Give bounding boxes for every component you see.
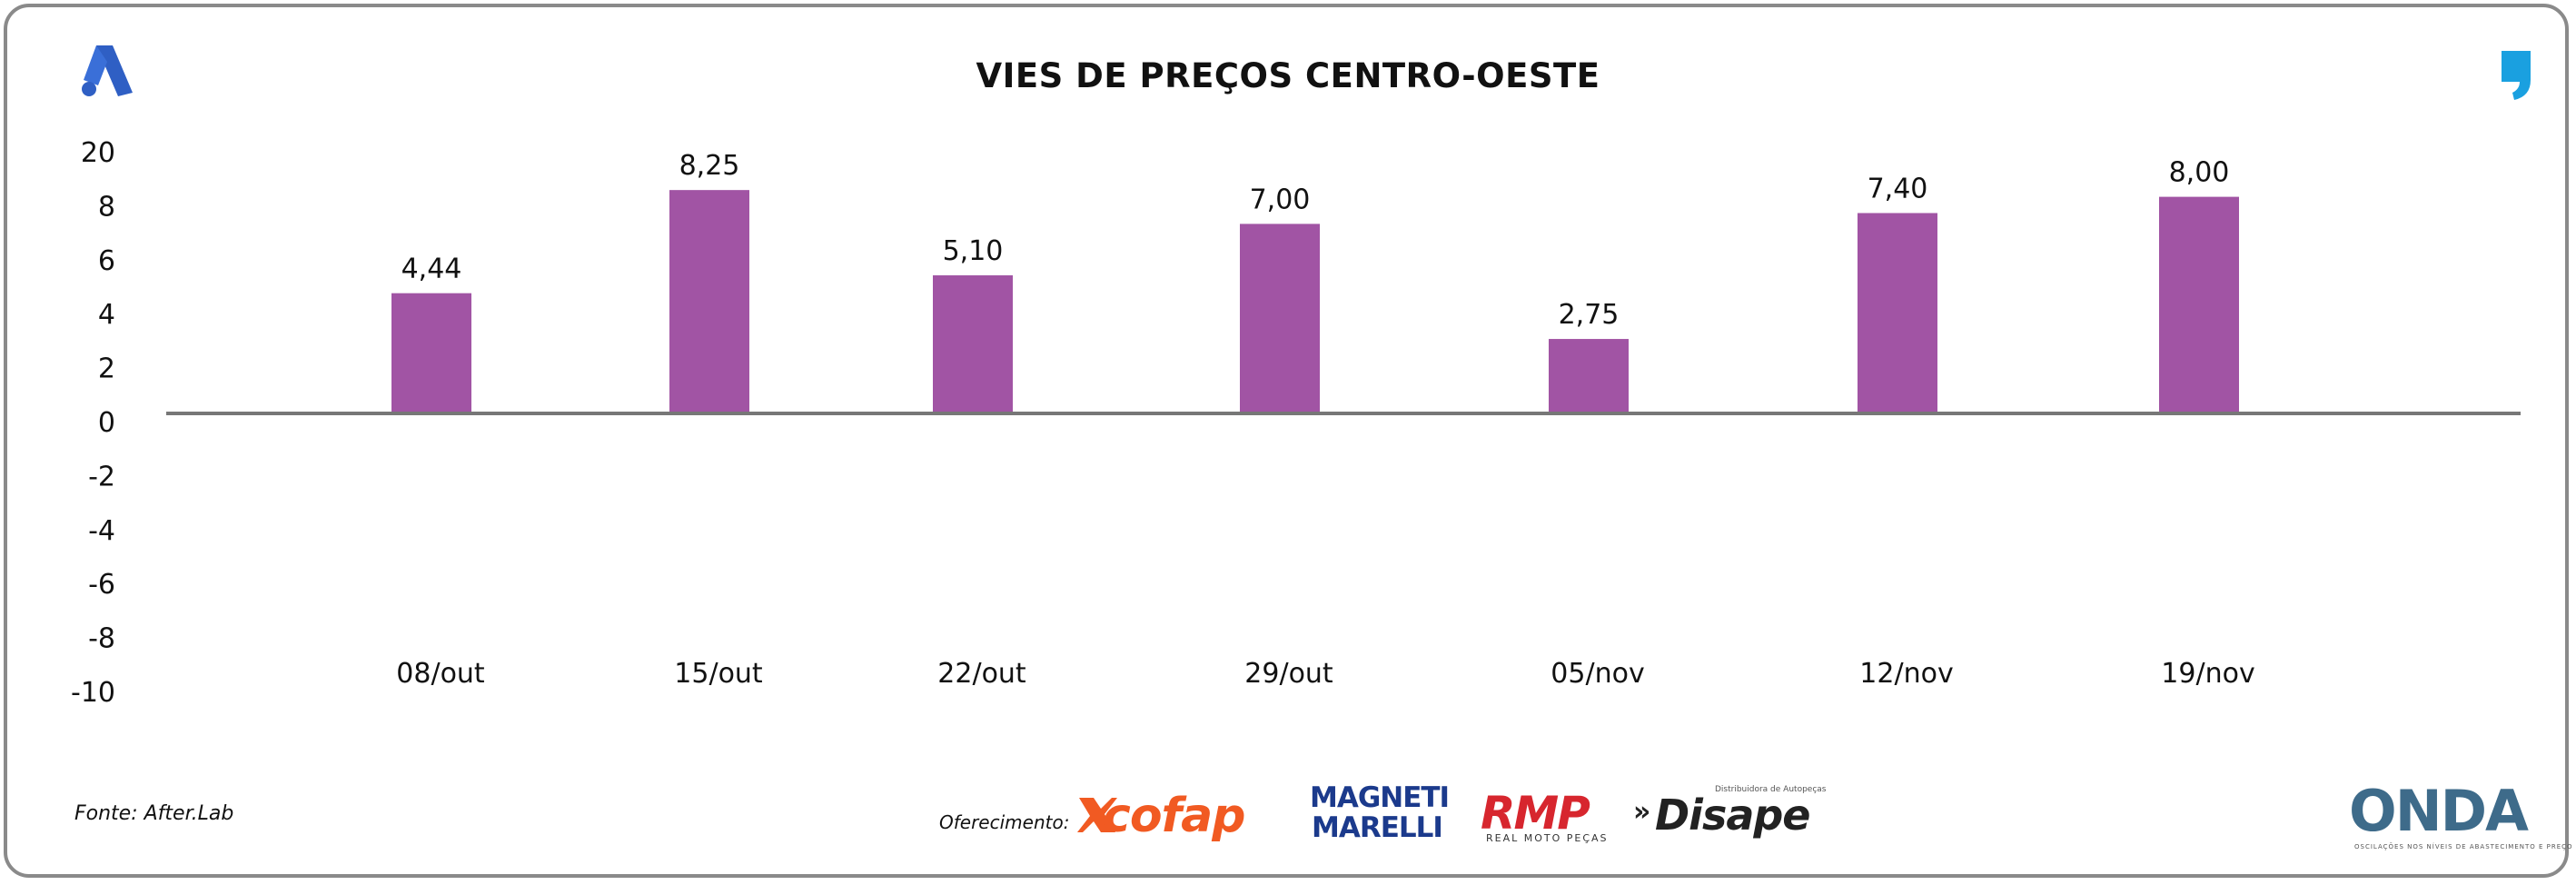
y-tick-label: -6 (88, 569, 115, 601)
disape-subtitle: Distribuidora de Autopeças (1715, 785, 1827, 794)
y-tick-label: 8 (98, 191, 115, 223)
y-tick-label: 20 (81, 137, 115, 169)
quote-mark-icon (2502, 51, 2531, 100)
bar-value-label: 7,40 (1868, 173, 1928, 204)
bar-value-label: 7,00 (1250, 184, 1311, 215)
x-category-label: 05/nov (1551, 658, 1644, 690)
disape-arrow-icon: » (1633, 796, 1651, 828)
rmp-logo: RMP (1481, 787, 1590, 840)
a-brand-logo-icon (82, 45, 133, 96)
magneti-line2: MARELLI (1312, 811, 1443, 844)
x-category-label: 12/nov (1859, 658, 1953, 690)
bar (669, 190, 749, 413)
x-category-label: 08/out (396, 658, 485, 690)
x-category-label: 19/nov (2161, 658, 2254, 690)
bar (1858, 213, 1937, 413)
onda-subtitle: OSCILAÇÕES NOS NÍVEIS DE ABASTECIMENTO E… (2354, 843, 2573, 850)
y-tick-label: 0 (98, 407, 115, 439)
bar-value-label: 2,75 (1559, 299, 1620, 331)
onda-logo: ONDA (2349, 778, 2529, 844)
y-tick-label: -10 (71, 677, 115, 709)
bar-value-label: 8,25 (679, 150, 740, 182)
cofap-logo: cofap (1103, 789, 1245, 843)
bar (1240, 224, 1320, 413)
bar (933, 275, 1013, 413)
x-category-label: 22/out (937, 658, 1026, 690)
x-category-label: 15/out (674, 658, 763, 690)
y-tick-label: -4 (88, 515, 115, 547)
bar-value-label: 8,00 (2169, 157, 2230, 189)
chart-title: VIES DE PREÇOS CENTRO-OESTE (976, 56, 1600, 95)
magneti-line1: MAGNETI (1310, 781, 1450, 814)
bar-value-label: 5,10 (943, 235, 1004, 267)
cofap-x-icon (1077, 798, 1117, 832)
chart-frame (4, 4, 2569, 878)
rmp-subtitle: REAL MOTO PEÇAS (1486, 832, 1609, 844)
source-note: Fonte: After.Lab (74, 802, 234, 825)
x-category-label: 29/out (1244, 658, 1333, 690)
y-tick-label: -8 (88, 623, 115, 655)
bar-value-label: 4,44 (401, 254, 462, 285)
magneti-marelli-logo: MAGNETI MARELLI (1310, 781, 1450, 844)
y-tick-label: 6 (98, 245, 115, 277)
sponsor-label: Oferecimento: (939, 811, 1070, 833)
bar (1549, 339, 1629, 413)
bar (2159, 196, 2239, 413)
y-tick-label: -2 (88, 461, 115, 492)
bar (391, 293, 471, 413)
y-tick-label: 4 (98, 299, 115, 331)
disape-logo: Disape (1655, 791, 1810, 840)
y-tick-label: 2 (98, 353, 115, 385)
